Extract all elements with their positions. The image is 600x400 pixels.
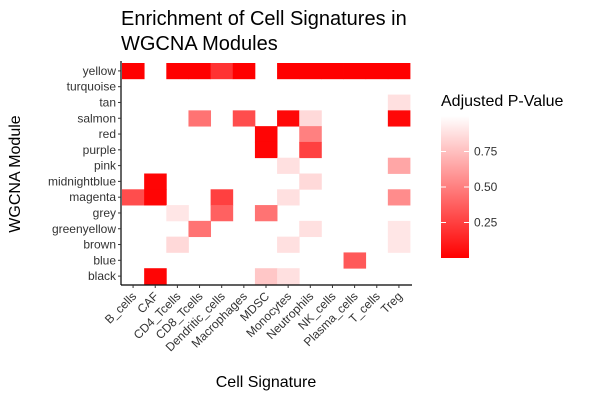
heatmap-cell — [188, 220, 212, 238]
heatmap-cell — [166, 63, 189, 80]
heatmap-cells — [122, 63, 411, 285]
heatmap-cell — [277, 110, 300, 127]
heatmap-cell — [343, 252, 367, 269]
heatmap-cell — [254, 268, 278, 285]
heatmap-cell — [299, 141, 322, 159]
heatmap-cell — [144, 189, 167, 206]
legend-title: Adjusted P-Value — [441, 93, 564, 110]
heatmap-cell — [299, 63, 322, 80]
heatmap-cell — [387, 157, 411, 174]
heatmap-cell — [299, 126, 322, 143]
y-axis-title: WGCNA Module — [7, 115, 24, 232]
y-tick-label: red — [99, 127, 116, 141]
heatmap-cell — [232, 110, 256, 127]
x-axis-tick-labels: B_cellsCAFCD4_TcellsCD8_TcellsDendritic_… — [102, 285, 405, 354]
heatmap-cell — [387, 110, 411, 127]
heatmap-cell — [387, 236, 411, 253]
heatmap-cell — [321, 63, 344, 80]
y-tick-label: blue — [93, 253, 116, 267]
heatmap-cell — [166, 236, 189, 253]
axes — [120, 61, 412, 286]
y-tick-label: yellow — [83, 64, 117, 78]
heatmap-cell — [277, 63, 300, 80]
heatmap-cell — [343, 63, 367, 80]
x-tick-label: Treg — [378, 289, 405, 316]
chart-title-line-2: WGCNA Modules — [121, 33, 278, 55]
heatmap-cell — [277, 157, 300, 174]
y-tick-label: salmon — [77, 111, 116, 125]
y-tick-label: pink — [94, 159, 117, 173]
y-tick-label: greenyellow — [52, 222, 116, 236]
heatmap-cell — [144, 268, 167, 285]
heatmap-cell — [232, 63, 256, 80]
y-tick-label: brown — [83, 238, 116, 252]
heatmap-cell — [365, 63, 389, 80]
heatmap-cell — [387, 220, 411, 238]
heatmap-cell — [254, 205, 278, 222]
legend: Adjusted P-Value 0.25 0.50 0.75 — [441, 93, 564, 258]
heatmap-cell — [277, 189, 300, 206]
heatmap-cell — [188, 63, 212, 80]
heatmap-cell — [387, 94, 411, 111]
heatmap-cell — [277, 268, 300, 285]
y-tick-label: purple — [83, 143, 117, 157]
x-tick-label: B_cells — [102, 289, 139, 326]
legend-tick-label: 0.75 — [474, 145, 498, 159]
heatmap-cell — [299, 173, 322, 190]
heatmap-cell — [210, 205, 234, 222]
heatmap-cell — [299, 220, 322, 238]
heatmap-cell — [210, 63, 234, 80]
y-tick-label: grey — [93, 206, 116, 220]
y-tick-label: black — [88, 269, 117, 283]
y-tick-label: midnightblue — [48, 174, 116, 188]
heatmap-cell — [188, 110, 212, 127]
heatmap-cell — [122, 63, 145, 80]
heatmap-cell — [254, 141, 278, 159]
legend-tick-label: 0.50 — [474, 180, 498, 194]
legend-tick-label: 0.25 — [474, 216, 498, 230]
heatmap-cell — [144, 173, 167, 190]
y-tick-label: tan — [99, 95, 116, 109]
heatmap-cell — [210, 189, 234, 206]
heatmap-cell — [122, 189, 145, 206]
heatmap-cell — [387, 189, 411, 206]
y-tick-label: turquoise — [67, 80, 117, 94]
heatmap-cell — [277, 236, 300, 253]
legend-ticks: 0.25 0.50 0.75 — [441, 145, 498, 230]
x-axis-title: Cell Signature — [216, 374, 317, 391]
heatmap-cell — [254, 126, 278, 143]
chart-title-line-1: Enrichment of Cell Signatures in — [121, 8, 407, 30]
heatmap-cell — [166, 205, 189, 222]
heatmap-cell — [299, 110, 322, 127]
y-tick-label: magenta — [69, 190, 116, 204]
heatmap-cell — [387, 63, 411, 80]
